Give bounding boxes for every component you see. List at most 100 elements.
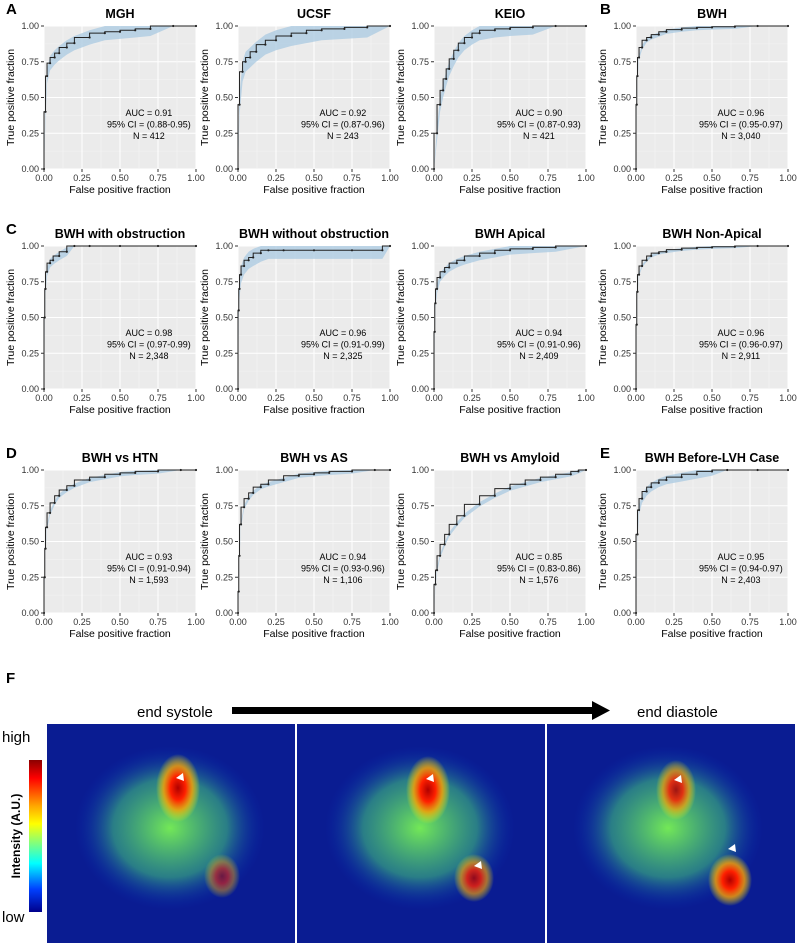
roc-point: [640, 264, 644, 268]
roc-point: [43, 576, 46, 579]
roc-point: [695, 473, 698, 476]
y-tick-label: 0.75: [411, 501, 429, 511]
x-axis-label: False positive fraction: [459, 184, 561, 196]
saliency-hotspot-la: [204, 854, 240, 898]
roc-point: [665, 478, 668, 482]
roc-point: [312, 249, 316, 252]
y-tick-label: 0.75: [21, 501, 39, 511]
roc-point: [463, 42, 466, 45]
y-tick-label: 0.75: [411, 277, 429, 287]
roc-point: [45, 270, 49, 273]
roc-point: [635, 323, 638, 326]
roc-point: [448, 67, 451, 70]
x-tick-label: 1.00: [577, 617, 595, 627]
x-tick-label: 0.00: [35, 617, 53, 627]
roc-panel: 0.00 0.25 0.50 0.75 1.00 0.00 0.25 0.50 0.75 1.00…: [395, 7, 595, 196]
roc-point: [438, 103, 442, 106]
roc-panel: 0.00 0.25 0.50 0.75 1.00 0.00 0.25 0.50 0.75 1.00…: [597, 445, 797, 640]
roc-point: [88, 478, 91, 482]
panel-title: BWH vs AS: [280, 451, 348, 465]
panel-title: UCSF: [297, 7, 331, 21]
y-axis-label: True positive fraction: [395, 493, 407, 590]
roc-point: [44, 287, 47, 290]
roc-point: [320, 29, 323, 32]
roc-point: [435, 569, 439, 572]
roc-panel: 0.00 0.25 0.50 0.75 1.00 0.00 0.25 0.50 0.75 1.00…: [199, 227, 399, 416]
roc-point: [73, 244, 76, 248]
roc-panel: 0.00 0.25 0.50 0.75 1.00 0.00 0.25 0.50 0.75 1.00…: [395, 227, 595, 416]
n-label: N = 1,593: [129, 575, 168, 585]
roc-point: [65, 46, 68, 49]
roc-point: [48, 262, 52, 265]
colorbar-low-label: low: [2, 909, 25, 926]
roc-point: [388, 468, 392, 472]
roc-point: [650, 486, 653, 489]
auc-label: AUC = 0.91: [125, 108, 172, 118]
x-axis-label: False positive fraction: [263, 404, 365, 416]
x-tick-label: 0.50: [305, 393, 323, 403]
auc-label: AUC = 0.95: [717, 552, 764, 562]
roc-point: [58, 254, 61, 258]
x-axis-label: False positive fraction: [661, 628, 763, 640]
roc-point: [252, 491, 255, 494]
x-tick-label: 0.75: [539, 393, 557, 403]
panel-letter: E: [600, 445, 610, 462]
x-tick-label: 1.00: [187, 393, 205, 403]
saliency-hotspot-lv: [406, 756, 450, 824]
roc-point: [134, 29, 137, 32]
roc-point: [680, 248, 683, 251]
roc-point: [52, 259, 55, 262]
roc-point: [438, 554, 442, 557]
panel-title: BWH with obstruction: [55, 227, 186, 241]
roc-panel: 0.00 0.25 0.50 0.75 1.00 0.00 0.25 0.50 0.75 1.00…: [597, 1, 797, 196]
x-tick-label: 0.25: [665, 173, 683, 183]
roc-point: [665, 250, 668, 253]
y-tick-label: 0.25: [613, 572, 631, 582]
roc-point: [493, 494, 496, 497]
y-axis-label: True positive fraction: [199, 493, 211, 590]
roc-point: [118, 244, 122, 248]
auc-label: AUC = 0.96: [717, 328, 764, 338]
y-tick-label: 0.00: [411, 608, 429, 618]
y-tick-label: 0.50: [215, 537, 233, 547]
roc-point: [45, 526, 49, 529]
roc-point: [665, 30, 668, 33]
y-axis-label: True positive fraction: [597, 269, 609, 366]
roc-point: [443, 270, 446, 273]
x-tick-label: 0.00: [425, 617, 443, 627]
roc-point: [44, 547, 47, 550]
roc-point: [554, 246, 557, 249]
roc-point: [539, 478, 542, 482]
y-tick-label: 0.00: [215, 608, 233, 618]
n-label: N = 2,325: [323, 351, 362, 361]
roc-point: [636, 74, 639, 78]
roc-point: [577, 470, 580, 473]
roc-point: [645, 490, 648, 493]
y-tick-label: 0.50: [21, 313, 39, 323]
n-label: N = 3,040: [721, 131, 760, 141]
n-label: N = 2,911: [722, 351, 761, 361]
y-tick-label: 1.00: [613, 21, 631, 31]
heatmap-frame-2: [297, 724, 545, 943]
y-tick-label: 0.25: [215, 128, 233, 138]
roc-point: [238, 287, 241, 290]
auc-label: AUC = 0.96: [717, 108, 764, 118]
roc-point: [733, 25, 736, 28]
roc-point: [478, 254, 481, 258]
x-tick-label: 0.00: [229, 617, 247, 627]
auc-label: AUC = 0.96: [319, 328, 366, 338]
x-axis-label: False positive fraction: [459, 404, 561, 416]
y-tick-label: 0.50: [411, 537, 429, 547]
roc-point: [645, 39, 648, 42]
x-tick-label: 0.25: [73, 393, 91, 403]
x-tick-label: 0.25: [463, 393, 481, 403]
roc-point: [350, 470, 354, 473]
y-axis-label: True positive fraction: [5, 493, 17, 590]
roc-point: [786, 244, 790, 248]
y-axis-label: True positive fraction: [597, 49, 609, 146]
time-arrow: [232, 701, 610, 720]
y-tick-label: 0.75: [613, 501, 631, 511]
roc-point: [569, 473, 572, 476]
roc-point: [710, 470, 714, 473]
